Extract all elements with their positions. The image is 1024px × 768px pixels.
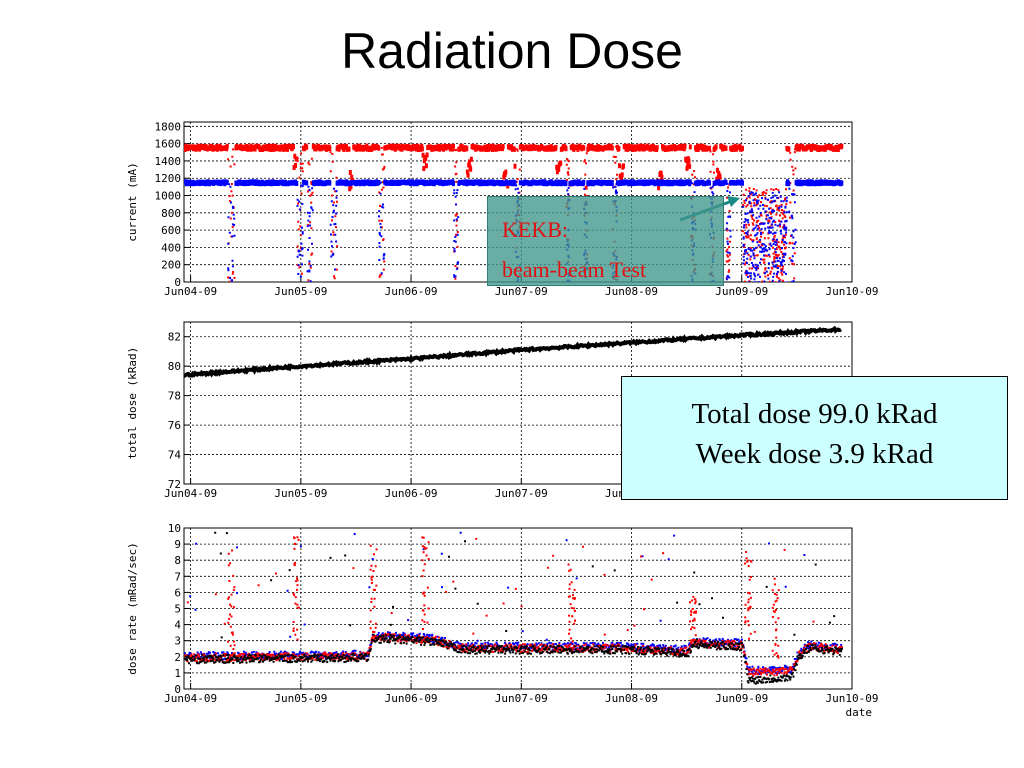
x-tick-label: Jun06-09 [385,692,438,705]
dose-rate-points [184,631,843,676]
data-layer [184,143,844,282]
dose-rate-points [184,632,843,677]
y-tick-label: 800 [161,207,181,220]
series-blue [184,179,844,282]
y-axis-label: total dose (kRad) [126,347,139,460]
series-blue [184,531,843,676]
total-dose-line [184,325,842,378]
y-tick-label: 3 [174,635,181,648]
kekb-test-label: beam-beam Test [502,257,647,282]
x-tick-label: Jun06-09 [385,285,438,298]
x-tick-label: Jun10-09 [826,692,879,705]
y-tick-label: 82 [168,331,181,344]
y-tick-label: 72 [168,478,181,491]
x-tick-label: Jun07-09 [495,285,548,298]
current-points [184,143,844,192]
kekb-label: KEKB: [502,217,568,242]
dose-rate-chart: Jun04-09 Jun05-09 Jun06-09 Jun07-09 Jun08-09… [126,522,878,719]
kekb-arrow-head [727,196,740,207]
y-tick-label: 1600 [155,138,182,151]
y-axis-label: dose rate (mRad/sec) [126,542,139,674]
series-red [184,536,843,677]
y-tick-label: 0 [174,683,181,696]
y-tick-label: 7 [174,570,181,583]
series-black [184,531,843,685]
y-tick-label: 1 [174,667,181,680]
y-tick-label: 74 [168,449,182,462]
x-tick-label: Jun07-09 [495,487,548,500]
y-tick-label: 9 [174,538,181,551]
week-dose-text: Week dose 3.9 kRad [695,438,934,470]
x-tick-label: Jun05-09 [274,487,327,500]
y-tick-label: 8 [174,554,181,567]
x-tick-label: Jun04-09 [164,692,217,705]
x-tick-label: Jun09-09 [715,285,768,298]
y-tick-label: 80 [168,360,181,373]
x-tick-label: Jun04-09 [164,285,217,298]
y-tick-label: 78 [168,390,181,403]
current-points [184,179,844,187]
x-tick-label: Jun05-09 [274,285,327,298]
x-tick-label: Jun10-09 [826,285,879,298]
x-axis-label: date [846,706,873,719]
x-tick-label: Jun08-09 [605,285,658,298]
data-layer [184,325,842,378]
dose-summary-box: Total dose 99.0 kRad Week dose 3.9 kRad [621,376,1008,500]
x-tick-label: Jun07-09 [495,692,548,705]
y-tick-label: 600 [161,224,181,237]
series-red [184,143,844,282]
x-tick-label: Jun09-09 [715,692,768,705]
y-tick-label: 76 [168,419,181,432]
y-tick-label: 1400 [155,155,182,168]
series-black [184,325,842,378]
x-tick-label: Jun08-09 [605,692,658,705]
y-tick-label: 6 [174,586,181,599]
data-layer [184,531,843,685]
dose-rate-points [184,633,843,685]
y-axis-label: current (mA) [126,162,139,241]
y-tick-label: 200 [161,259,181,272]
x-tick-label: Jun04-09 [164,487,217,500]
x-tick-label: Jun05-09 [274,692,327,705]
slide-title: Radiation Dose [341,23,683,79]
y-tick-label: 5 [174,603,181,616]
y-tick-label: 1200 [155,172,182,185]
kekb-annotation-box: KEKB: beam-beam Test [487,196,724,286]
x-tick-label: Jun06-09 [385,487,438,500]
y-tick-label: 2 [174,651,181,664]
total-dose-text: Total dose 99.0 kRad [691,398,938,430]
y-tick-label: 0 [174,276,181,289]
y-tick-label: 1800 [155,120,182,133]
y-tick-label: 4 [174,619,181,632]
y-tick-label: 400 [161,241,181,254]
y-tick-label: 10 [168,522,181,535]
y-tick-label: 1000 [155,190,182,203]
